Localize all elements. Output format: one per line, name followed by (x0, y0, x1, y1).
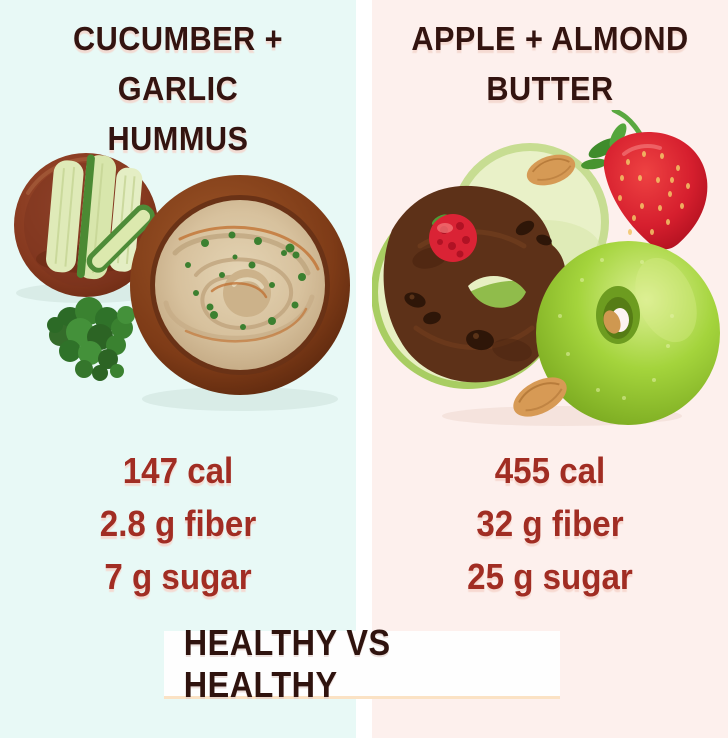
left-stat-fiber: 2.8 g fiber (99, 503, 257, 544)
parsley-bunch (47, 297, 135, 381)
chocolate-spread-slice (372, 185, 566, 389)
right-stat-calories: 455 cal (494, 450, 606, 491)
left-stat-sugar: 7 g sugar (104, 556, 252, 597)
vs-banner-label: HEALTHY VS HEALTHY (183, 621, 391, 705)
green-apple-icon (536, 241, 720, 425)
hummus-illustration (14, 153, 350, 411)
left-title-line1: CUCUMBER + GARLIC (72, 20, 284, 107)
right-title-line1: APPLE + ALMOND (411, 20, 689, 57)
right-panel: APPLE + ALMOND BUTTER (372, 0, 728, 738)
parsley-flakes (185, 231, 306, 330)
almond-top-icon (526, 154, 576, 186)
apple-speckles (558, 258, 674, 400)
almond-bottom-icon (513, 377, 567, 417)
cucumber-sticks (46, 154, 155, 280)
right-stat-sugar: 25 g sugar (467, 556, 633, 597)
right-title-line2: BUTTER (486, 70, 614, 107)
right-stats: 455 cal 32 g fiber 25 g sugar (372, 444, 728, 603)
left-stat-calories: 147 cal (122, 450, 234, 491)
right-title: APPLE + ALMOND BUTTER (372, 14, 728, 114)
vs-banner: HEALTHY VS HEALTHY (164, 622, 560, 705)
strawberry-icon (581, 110, 708, 250)
apple-almond-butter-illustration (372, 110, 720, 426)
raisins (404, 220, 552, 351)
left-stats: 147 cal 2.8 g fiber 7 g sugar (0, 444, 356, 603)
hummus-bowl (130, 175, 350, 411)
left-title: CUCUMBER + GARLIC HUMMUS (0, 14, 356, 164)
right-stat-fiber: 32 g fiber (476, 503, 624, 544)
small-strawberry-icon (429, 214, 477, 262)
left-panel: CUCUMBER + GARLIC HUMMUS (0, 0, 356, 738)
left-title-line2: HUMMUS (107, 120, 249, 157)
strawberry-seeds (618, 151, 690, 235)
